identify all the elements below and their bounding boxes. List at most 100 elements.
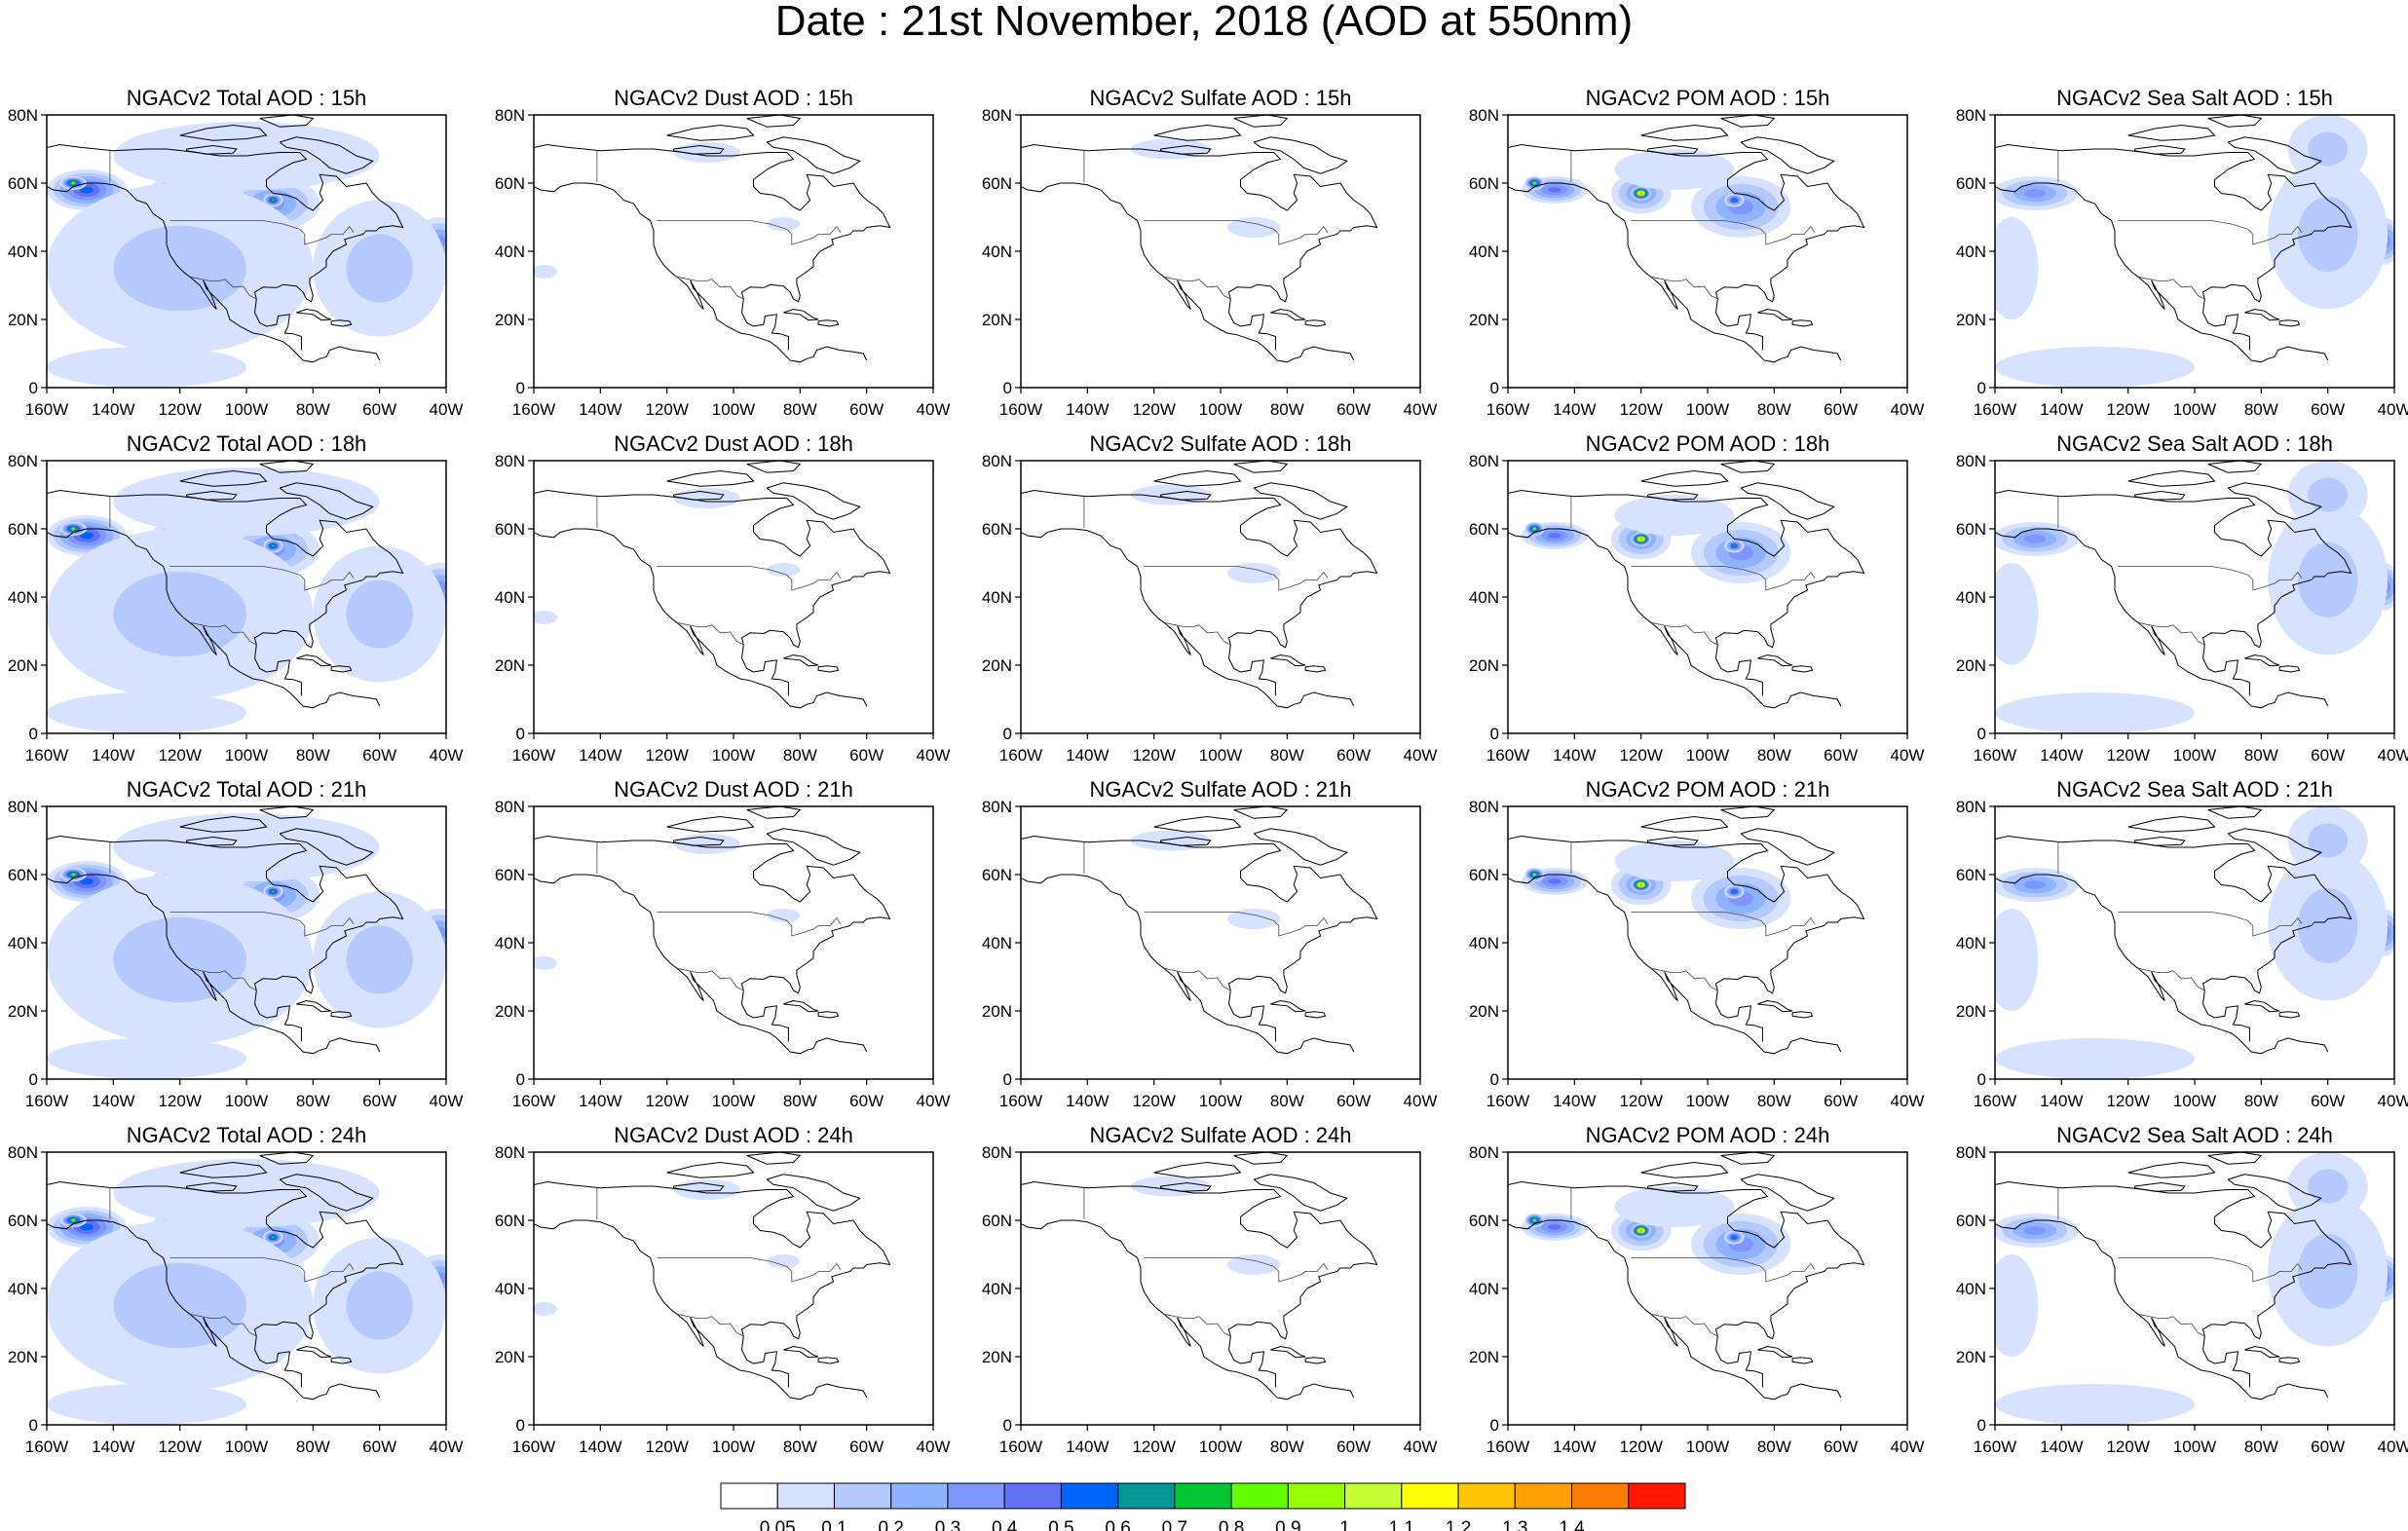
political-border [169,912,355,937]
lon-tick-label: 60W [362,1438,396,1456]
colorbar-label: 0.5 [1048,1518,1073,1531]
aod-plume [346,579,413,649]
map-panel: NGACv2 POM AOD : 15h 80N 60N 40N 20N 0 160W 140… [1469,86,1925,419]
colorbar-label: 0.4 [992,1518,1018,1531]
lat-tick-label: 20N [982,311,1012,329]
aod-field [47,806,446,1079]
lat-tick-label: 20N [1469,1002,1499,1021]
coastline [1740,828,1835,866]
coastline [1253,828,1348,866]
lat-tick-label: 60N [982,1212,1012,1230]
lat-tick-label: 60N [1469,520,1499,539]
coastline [2201,298,2250,351]
aod-plume [2297,542,2358,617]
lat-tick-label: 80N [8,1143,38,1162]
colorbar-swatch [1457,1482,1516,1510]
lat-tick-label: 80N [1956,1143,1986,1162]
map-panel: NGACv2 Sulfate AOD : 15h 80N 60N 40N 20N 0 160… [982,86,1438,419]
coastline [1791,1011,1814,1019]
lon-tick-label: 140W [1553,1092,1596,1110]
aod-plume [767,1254,801,1268]
lat-tick-label: 20N [1956,311,1986,329]
lat-tick-label: 20N [1469,1348,1499,1366]
lon-tick-label: 120W [2106,1438,2149,1456]
aod-plume [47,1384,246,1425]
map-panel: NGACv2 Sea Salt AOD : 21h 80N 60N 40N 20N 0 16… [1956,777,2408,1110]
lon-tick-label: 100W [1686,1092,1729,1110]
lon-tick-label: 40W [2378,746,2408,765]
lat-tick-label: 0 [1977,1070,1986,1089]
coastline [1270,653,1306,667]
coastline [673,144,725,155]
aod-plume [1548,1224,1561,1230]
coastline [1757,653,1793,667]
aod-plume [1614,495,1735,536]
political-border [1163,967,1231,991]
aod-plume [1532,181,1536,185]
panel-title: NGACv2 Dust AOD : 24h [614,1123,853,1147]
panel-title: NGACv2 Total AOD : 15h [127,86,367,110]
lat-tick-label: 0 [29,725,38,743]
coastline [47,874,381,1055]
aod-plume [1732,544,1736,547]
lat-tick-label: 0 [516,725,525,743]
coastline [1995,835,2352,994]
colorbar-label: 0.9 [1275,1518,1300,1531]
lon-tick-label: 40W [430,400,464,419]
lat-tick-label: 80N [982,798,1012,816]
lon-tick-label: 140W [92,1092,134,1110]
lat-tick-label: 0 [1977,1416,1986,1435]
lat-tick-label: 40N [1469,243,1499,261]
lat-tick-label: 80N [982,452,1012,470]
lat-tick-label: 40N [982,588,1012,607]
aod-plume [2297,888,2358,963]
coastline [186,490,238,501]
lon-tick-label: 120W [1132,746,1175,765]
lat-tick-label: 60N [495,1212,525,1230]
lon-tick-label: 120W [1132,1092,1175,1110]
coastline [1640,815,1729,833]
map-panel: NGACv2 Sea Salt AOD : 24h 80N 60N 40N 20N 0 16… [1956,1123,2408,1456]
lon-tick-label: 40W [917,400,951,419]
panel-title: NGACv2 Sulfate AOD : 24h [1089,1123,1351,1147]
aod-plume [2297,1234,2358,1309]
colorbar-swatch [1003,1482,1062,1510]
political-border [169,220,355,245]
coastline [2127,469,2216,487]
lon-tick-label: 40W [1404,746,1438,765]
colorbar-swatch [1571,1482,1630,1510]
lon-tick-label: 160W [1486,746,1529,765]
aod-plume [2023,189,2047,198]
lat-tick-label: 60N [1956,1212,1986,1230]
panel-title: NGACv2 Sea Salt AOD : 21h [2056,777,2333,802]
political-border [1650,621,1718,646]
lat-tick-label: 80N [1469,452,1499,470]
coastline [279,482,374,520]
lat-tick-label: 40N [982,934,1012,952]
coastline [766,482,861,520]
aod-plume [1732,1236,1736,1239]
lat-tick-label: 40N [8,243,38,261]
lon-tick-label: 100W [2173,1092,2216,1110]
colorbar-swatch [1401,1482,1459,1510]
aod-plume [271,890,275,893]
coastline [186,836,238,846]
lon-tick-label: 100W [225,1092,268,1110]
aod-plume [271,1236,275,1239]
lat-tick-label: 0 [516,1416,525,1435]
map-panel: NGACv2 Dust AOD : 18h 80N 60N 40N 20N 0 160W 14… [495,431,951,765]
aod-field [1995,461,2394,733]
map-panel: NGACv2 POM AOD : 18h 80N 60N 40N 20N 0 160W 140… [1469,431,1925,765]
lon-tick-label: 80W [1270,1092,1304,1110]
coastline [1714,298,1763,351]
political-border [657,220,842,245]
coastline [740,298,789,351]
lat-tick-label: 80N [495,106,525,125]
coastline [2227,828,2322,866]
lon-tick-label: 120W [1132,1438,1175,1456]
lat-tick-label: 40N [982,243,1012,261]
colorbar-swatch [1117,1482,1176,1510]
lat-tick-label: 0 [1490,1416,1499,1435]
lat-tick-label: 80N [1469,106,1499,125]
lat-tick-label: 60N [1469,174,1499,193]
